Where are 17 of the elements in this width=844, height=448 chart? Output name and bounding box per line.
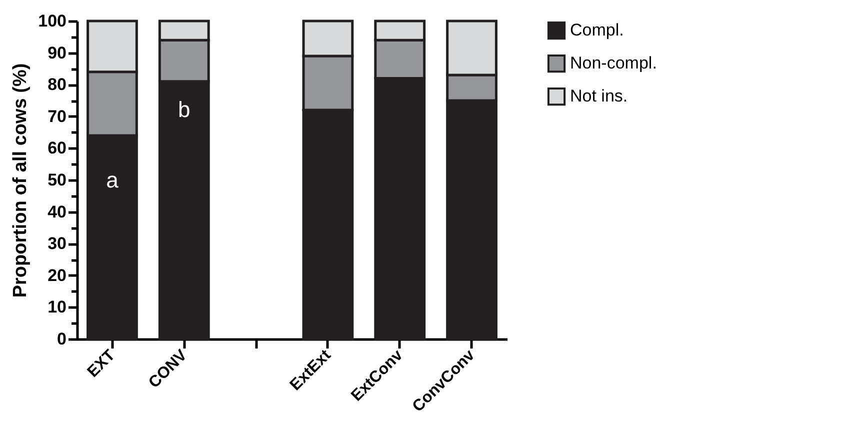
legend-label: Compl. [570,20,624,40]
y-tick-label: 20 [48,266,66,285]
y-tick-label: 70 [48,106,66,126]
y-tick-label: 90 [48,43,66,62]
legend-label: Not ins. [570,86,628,106]
y-tick-label: 10 [48,298,66,317]
annotation: a [106,167,120,192]
y-tick-label: 80 [48,75,66,94]
annotation: b [178,96,190,122]
y-tick-label: 30 [48,234,66,254]
y-tick-label: 100 [38,12,66,30]
y-axis-title: Proportion of all cows (%) [10,63,32,298]
y-tick-label: 60 [48,138,66,158]
y-tick-label: 0 [57,330,66,348]
y-tick-label: 50 [48,170,66,190]
y-tick-label: 40 [48,202,66,222]
legend-label: Non-compl. [570,54,657,72]
